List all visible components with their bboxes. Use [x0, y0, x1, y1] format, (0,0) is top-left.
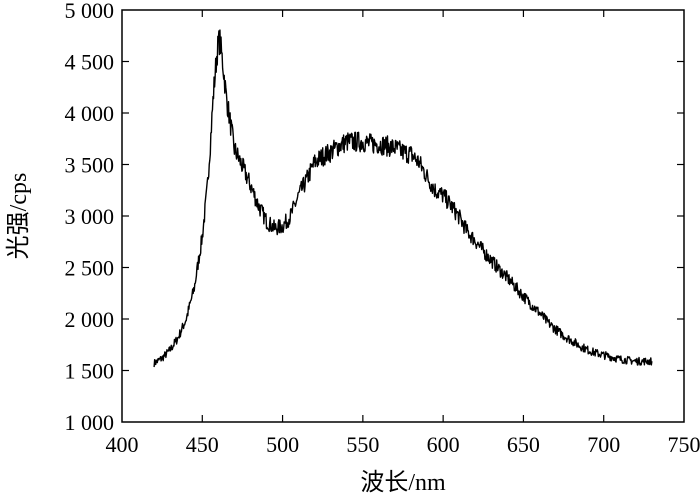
- x-tick-label: 500: [266, 432, 299, 457]
- x-axis-ticks: 400 450 500 550 600 650 700 750: [106, 10, 700, 457]
- y-tick-label: 4 500: [65, 50, 115, 75]
- y-tick-label: 4 000: [65, 101, 115, 126]
- series-layer: [153, 29, 653, 368]
- x-tick-label: 450: [186, 432, 219, 457]
- y-tick-label: 3 500: [65, 153, 115, 178]
- y-tick-label: 2 000: [65, 307, 115, 332]
- y-tick-label: 2 500: [65, 256, 115, 281]
- y-axis-title: 光强/cps: [5, 173, 32, 260]
- y-axis-ticks: 1 000 1 500 2 000 2 500 3 000 3 500 4 000 4 500…: [65, 0, 684, 435]
- x-tick-label: 550: [346, 432, 379, 457]
- x-axis-title: 波长/nm: [360, 469, 446, 496]
- x-tick-label: 650: [507, 432, 540, 457]
- x-tick-label: 700: [587, 432, 620, 457]
- x-tick-label: 600: [427, 432, 460, 457]
- spectrum-series-line: [153, 29, 653, 368]
- y-tick-label: 1 000: [65, 410, 115, 435]
- y-tick-label: 3 000: [65, 204, 115, 229]
- x-tick-label: 750: [668, 432, 700, 457]
- x-tick-label: 400: [106, 432, 139, 457]
- y-tick-label: 1 500: [65, 359, 115, 384]
- y-tick-label: 5 000: [65, 0, 115, 23]
- plot-frame: [121, 9, 685, 423]
